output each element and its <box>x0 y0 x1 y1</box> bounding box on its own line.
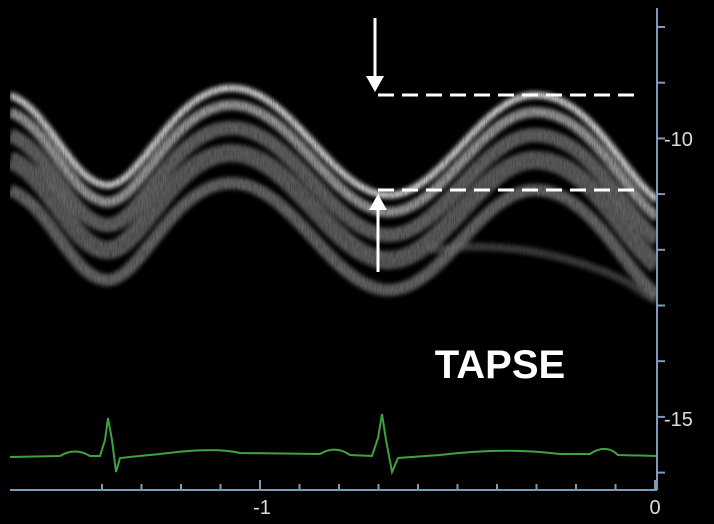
annotation: TAPSE <box>435 343 565 387</box>
ecg-trace <box>9 413 658 476</box>
bottom-tick-label: 0 <box>649 497 660 519</box>
bottom-tick-label: -1 <box>253 497 271 519</box>
right-tick-label: -10 <box>664 129 693 151</box>
right-tick-label: -15 <box>664 409 693 431</box>
arrowhead <box>366 76 384 92</box>
arrowhead <box>369 194 387 210</box>
axes <box>10 8 665 491</box>
measurement-markers <box>366 18 640 272</box>
